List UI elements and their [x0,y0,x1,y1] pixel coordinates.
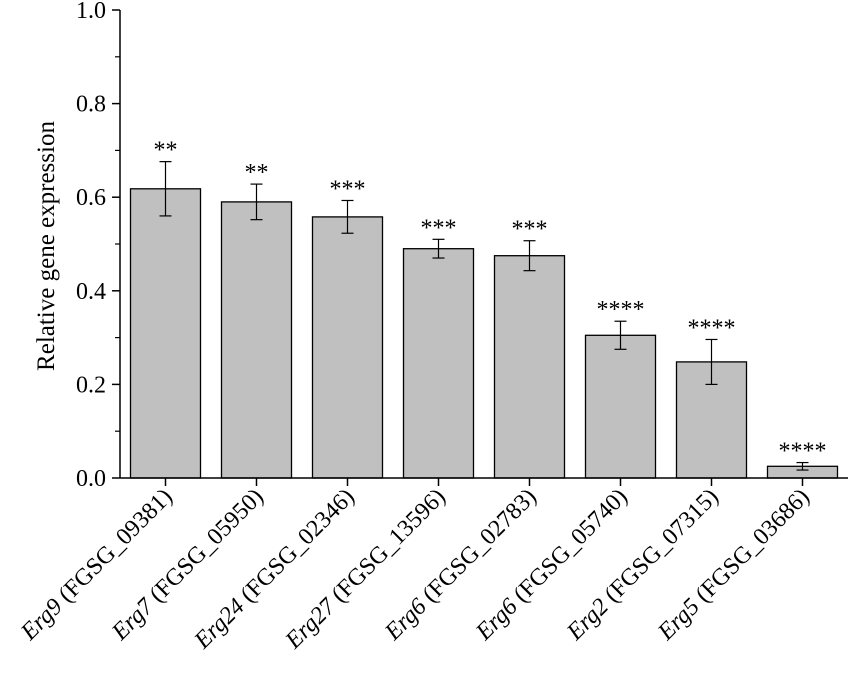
significance-label: **** [597,297,645,323]
x-tick-label: Erg6 (FGSG_02783) [379,484,541,646]
significance-label: **** [688,316,736,342]
significance-label: ** [154,138,178,164]
error-bar [341,199,354,234]
x-tick-label: Erg9 (FGSG_09381) [15,484,177,646]
bar [129,188,202,479]
axes-layer [112,9,848,486]
y-tick-label: 0.2 [76,372,106,398]
x-tick-label: Erg27 (FGSG_13596) [280,484,451,655]
x-tick-label: Erg2 (FGSG_07315) [561,484,723,646]
error-bar [705,338,718,385]
bar [220,201,293,479]
bar [402,248,475,479]
error-bar [432,238,445,259]
significance-label: *** [512,217,548,243]
bar [311,216,384,479]
x-tick-label: Erg6 (FGSG_05740) [470,484,632,646]
bar [584,334,657,479]
significance-label: ** [245,160,269,186]
x-tick-label: Erg24 (FGSG_02346) [189,484,360,655]
error-bars-layer [159,161,809,471]
x-tick-label: Erg5 (FGSG_03686) [652,484,814,646]
x-tick-label: Erg7 (FGSG_05950) [106,484,268,646]
y-tick-label: 0.8 [76,92,106,118]
significance-label: *** [330,177,366,203]
bar [493,255,566,479]
significance-label: **** [779,439,827,465]
y-axis-title: Relative gene expression [33,121,60,371]
error-bar [250,183,263,221]
error-bar [159,161,172,217]
error-bar [523,240,536,272]
significance-label: *** [421,215,457,241]
error-bar [796,461,809,471]
error-bar [614,320,627,350]
y-tick-label: 0.0 [76,466,106,492]
y-tick-label: 1.0 [76,0,106,24]
y-tick-label: 0.4 [76,279,106,305]
y-tick-label: 0.6 [76,185,106,211]
